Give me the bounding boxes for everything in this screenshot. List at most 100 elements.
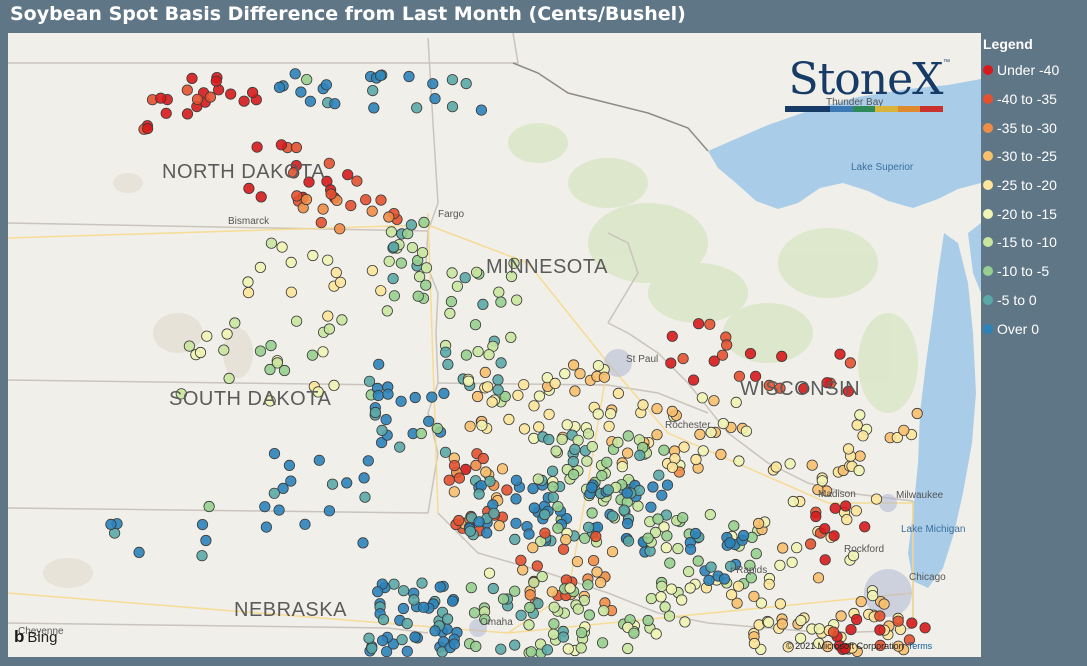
basis-dot[interactable]	[523, 528, 535, 540]
legend-item[interactable]: Over 0	[983, 314, 1087, 343]
basis-dot[interactable]	[692, 555, 704, 567]
basis-dot[interactable]	[632, 500, 644, 512]
basis-dot[interactable]	[359, 491, 371, 503]
basis-dot[interactable]	[285, 256, 297, 268]
basis-dot[interactable]	[225, 88, 237, 100]
basis-dot[interactable]	[560, 533, 572, 546]
legend-item[interactable]: -15 to -10	[983, 228, 1087, 257]
basis-dot[interactable]	[320, 79, 332, 91]
basis-dot[interactable]	[569, 443, 581, 455]
basis-dot[interactable]	[326, 478, 339, 490]
basis-dot[interactable]	[477, 452, 489, 465]
basis-dot[interactable]	[527, 482, 539, 495]
basis-dot[interactable]	[621, 447, 634, 459]
basis-dot[interactable]	[381, 646, 393, 657]
basis-dot[interactable]	[479, 613, 491, 625]
basis-dot[interactable]	[492, 374, 504, 386]
basis-dot[interactable]	[782, 641, 794, 653]
basis-dot[interactable]	[464, 420, 476, 432]
basis-dot[interactable]	[774, 382, 786, 394]
basis-dot[interactable]	[606, 546, 619, 558]
basis-dot[interactable]	[142, 123, 154, 135]
basis-dot[interactable]	[221, 328, 233, 340]
basis-dot[interactable]	[464, 525, 476, 537]
basis-dot[interactable]	[417, 601, 430, 613]
basis-dot[interactable]	[448, 486, 460, 498]
basis-dot[interactable]	[661, 479, 674, 491]
basis-dot[interactable]	[510, 474, 522, 486]
basis-dot[interactable]	[774, 559, 786, 571]
basis-dot[interactable]	[819, 523, 831, 535]
basis-dot[interactable]	[509, 585, 521, 597]
basis-dot[interactable]	[546, 465, 559, 477]
basis-dot[interactable]	[724, 560, 737, 572]
basis-dot[interactable]	[737, 529, 750, 542]
basis-dot[interactable]	[564, 582, 576, 594]
basis-dot[interactable]	[892, 615, 904, 627]
basis-dot[interactable]	[607, 510, 619, 522]
basis-dot[interactable]	[446, 267, 458, 279]
basis-dot[interactable]	[438, 387, 450, 399]
basis-dot[interactable]	[201, 330, 213, 342]
basis-dot[interactable]	[223, 372, 235, 384]
basis-dot[interactable]	[708, 395, 720, 407]
basis-dot[interactable]	[518, 423, 531, 435]
basis-dot[interactable]	[653, 469, 665, 481]
basis-dot[interactable]	[533, 390, 546, 402]
basis-dot[interactable]	[397, 585, 410, 597]
basis-dot[interactable]	[840, 500, 852, 512]
basis-dot[interactable]	[708, 355, 720, 367]
basis-dot[interactable]	[479, 366, 491, 378]
basis-dot[interactable]	[666, 330, 678, 342]
basis-dot[interactable]	[439, 446, 452, 458]
basis-dot[interactable]	[590, 530, 602, 543]
basis-dot[interactable]	[363, 632, 375, 644]
basis-dot[interactable]	[750, 548, 762, 560]
basis-dot[interactable]	[854, 409, 866, 421]
basis-dot[interactable]	[821, 640, 834, 653]
legend-item[interactable]: -20 to -15	[983, 199, 1087, 228]
basis-dot[interactable]	[383, 211, 395, 223]
basis-dot[interactable]	[363, 375, 376, 387]
basis-dot[interactable]	[839, 642, 851, 655]
basis-dot[interactable]	[275, 139, 287, 151]
basis-dot[interactable]	[569, 385, 581, 397]
basis-dot[interactable]	[721, 339, 733, 351]
basis-dot[interactable]	[412, 290, 424, 302]
basis-dot[interactable]	[642, 614, 654, 627]
basis-dot[interactable]	[596, 470, 608, 482]
basis-dot[interactable]	[323, 505, 335, 517]
basis-dot[interactable]	[483, 349, 495, 361]
basis-dot[interactable]	[175, 388, 187, 400]
basis-dot[interactable]	[697, 445, 709, 457]
basis-dot[interactable]	[477, 298, 489, 310]
basis-dot[interactable]	[812, 572, 825, 584]
basis-dot[interactable]	[689, 527, 702, 540]
basis-dot[interactable]	[874, 639, 886, 652]
basis-dot[interactable]	[247, 86, 259, 99]
basis-dot[interactable]	[483, 567, 496, 579]
basis-dot[interactable]	[705, 561, 717, 573]
basis-dot[interactable]	[405, 219, 417, 231]
basis-dot[interactable]	[295, 86, 307, 98]
basis-dot[interactable]	[186, 72, 198, 85]
basis-dot[interactable]	[784, 458, 796, 470]
basis-dot[interactable]	[724, 537, 736, 549]
basis-dot[interactable]	[567, 468, 580, 481]
basis-dot[interactable]	[859, 521, 871, 533]
basis-dot[interactable]	[409, 391, 421, 404]
basis-dot[interactable]	[357, 537, 369, 549]
basis-dot[interactable]	[835, 610, 847, 622]
basis-dot[interactable]	[285, 475, 297, 487]
basis-dot[interactable]	[656, 580, 668, 592]
basis-dot[interactable]	[549, 377, 561, 389]
basis-dot[interactable]	[360, 194, 372, 206]
basis-dot[interactable]	[368, 102, 380, 114]
basis-dot[interactable]	[181, 108, 194, 120]
basis-dot[interactable]	[552, 500, 564, 513]
basis-dot[interactable]	[682, 565, 695, 578]
basis-dot[interactable]	[509, 639, 521, 651]
basis-dot[interactable]	[870, 493, 883, 505]
basis-dot[interactable]	[794, 632, 807, 644]
basis-dot[interactable]	[382, 388, 394, 400]
